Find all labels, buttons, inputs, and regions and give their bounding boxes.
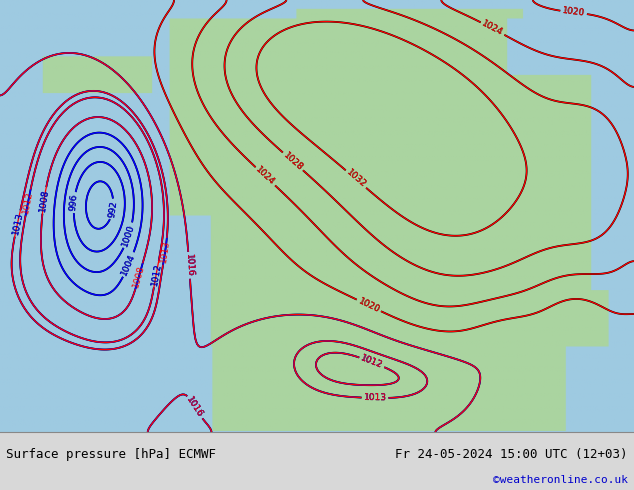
Text: 1016: 1016 xyxy=(184,254,195,277)
Text: 1013: 1013 xyxy=(363,393,387,403)
Text: 1024: 1024 xyxy=(481,19,505,38)
Text: 1000: 1000 xyxy=(121,223,137,248)
Text: 1020: 1020 xyxy=(562,6,586,18)
Text: 1012: 1012 xyxy=(359,354,384,370)
Text: 1012: 1012 xyxy=(359,354,384,370)
Text: 1024: 1024 xyxy=(254,165,276,187)
Text: 996: 996 xyxy=(69,194,79,212)
Text: 1004: 1004 xyxy=(120,252,138,277)
Text: 1028: 1028 xyxy=(281,150,304,172)
Text: 1020: 1020 xyxy=(356,296,381,315)
Text: 1008: 1008 xyxy=(132,264,146,289)
Text: 1016: 1016 xyxy=(184,395,205,419)
Text: 1016: 1016 xyxy=(184,254,195,277)
Text: 1016: 1016 xyxy=(184,254,195,277)
Text: 1013: 1013 xyxy=(363,393,387,403)
Text: 1020: 1020 xyxy=(356,296,381,315)
Text: ©weatheronline.co.uk: ©weatheronline.co.uk xyxy=(493,475,628,486)
Text: 1024: 1024 xyxy=(481,19,505,38)
Text: 1008: 1008 xyxy=(38,188,50,212)
Text: 1013: 1013 xyxy=(363,393,387,403)
Text: 1032: 1032 xyxy=(344,168,368,190)
Text: 992: 992 xyxy=(107,200,119,218)
Text: 1020: 1020 xyxy=(562,6,586,18)
Text: 1013: 1013 xyxy=(159,239,171,263)
Text: 1012: 1012 xyxy=(150,262,163,286)
Text: 1016: 1016 xyxy=(184,395,205,419)
Text: Surface pressure [hPa] ECMWF: Surface pressure [hPa] ECMWF xyxy=(6,448,216,461)
Text: 1013: 1013 xyxy=(11,211,24,236)
Text: 1012: 1012 xyxy=(359,354,384,370)
Text: 1024: 1024 xyxy=(254,165,276,187)
Text: 1012: 1012 xyxy=(22,191,35,215)
Text: 992: 992 xyxy=(107,200,119,218)
Text: 1013: 1013 xyxy=(11,211,24,236)
Text: 1000: 1000 xyxy=(121,223,137,248)
Text: 1008: 1008 xyxy=(38,188,50,212)
Text: 1028: 1028 xyxy=(281,150,304,172)
Text: 1012: 1012 xyxy=(150,262,163,286)
Text: 1016: 1016 xyxy=(184,395,205,419)
Text: Fr 24-05-2024 15:00 UTC (12+03): Fr 24-05-2024 15:00 UTC (12+03) xyxy=(395,448,628,461)
Text: 1004: 1004 xyxy=(120,252,138,277)
Text: 1032: 1032 xyxy=(344,168,368,190)
Text: 996: 996 xyxy=(69,194,79,212)
